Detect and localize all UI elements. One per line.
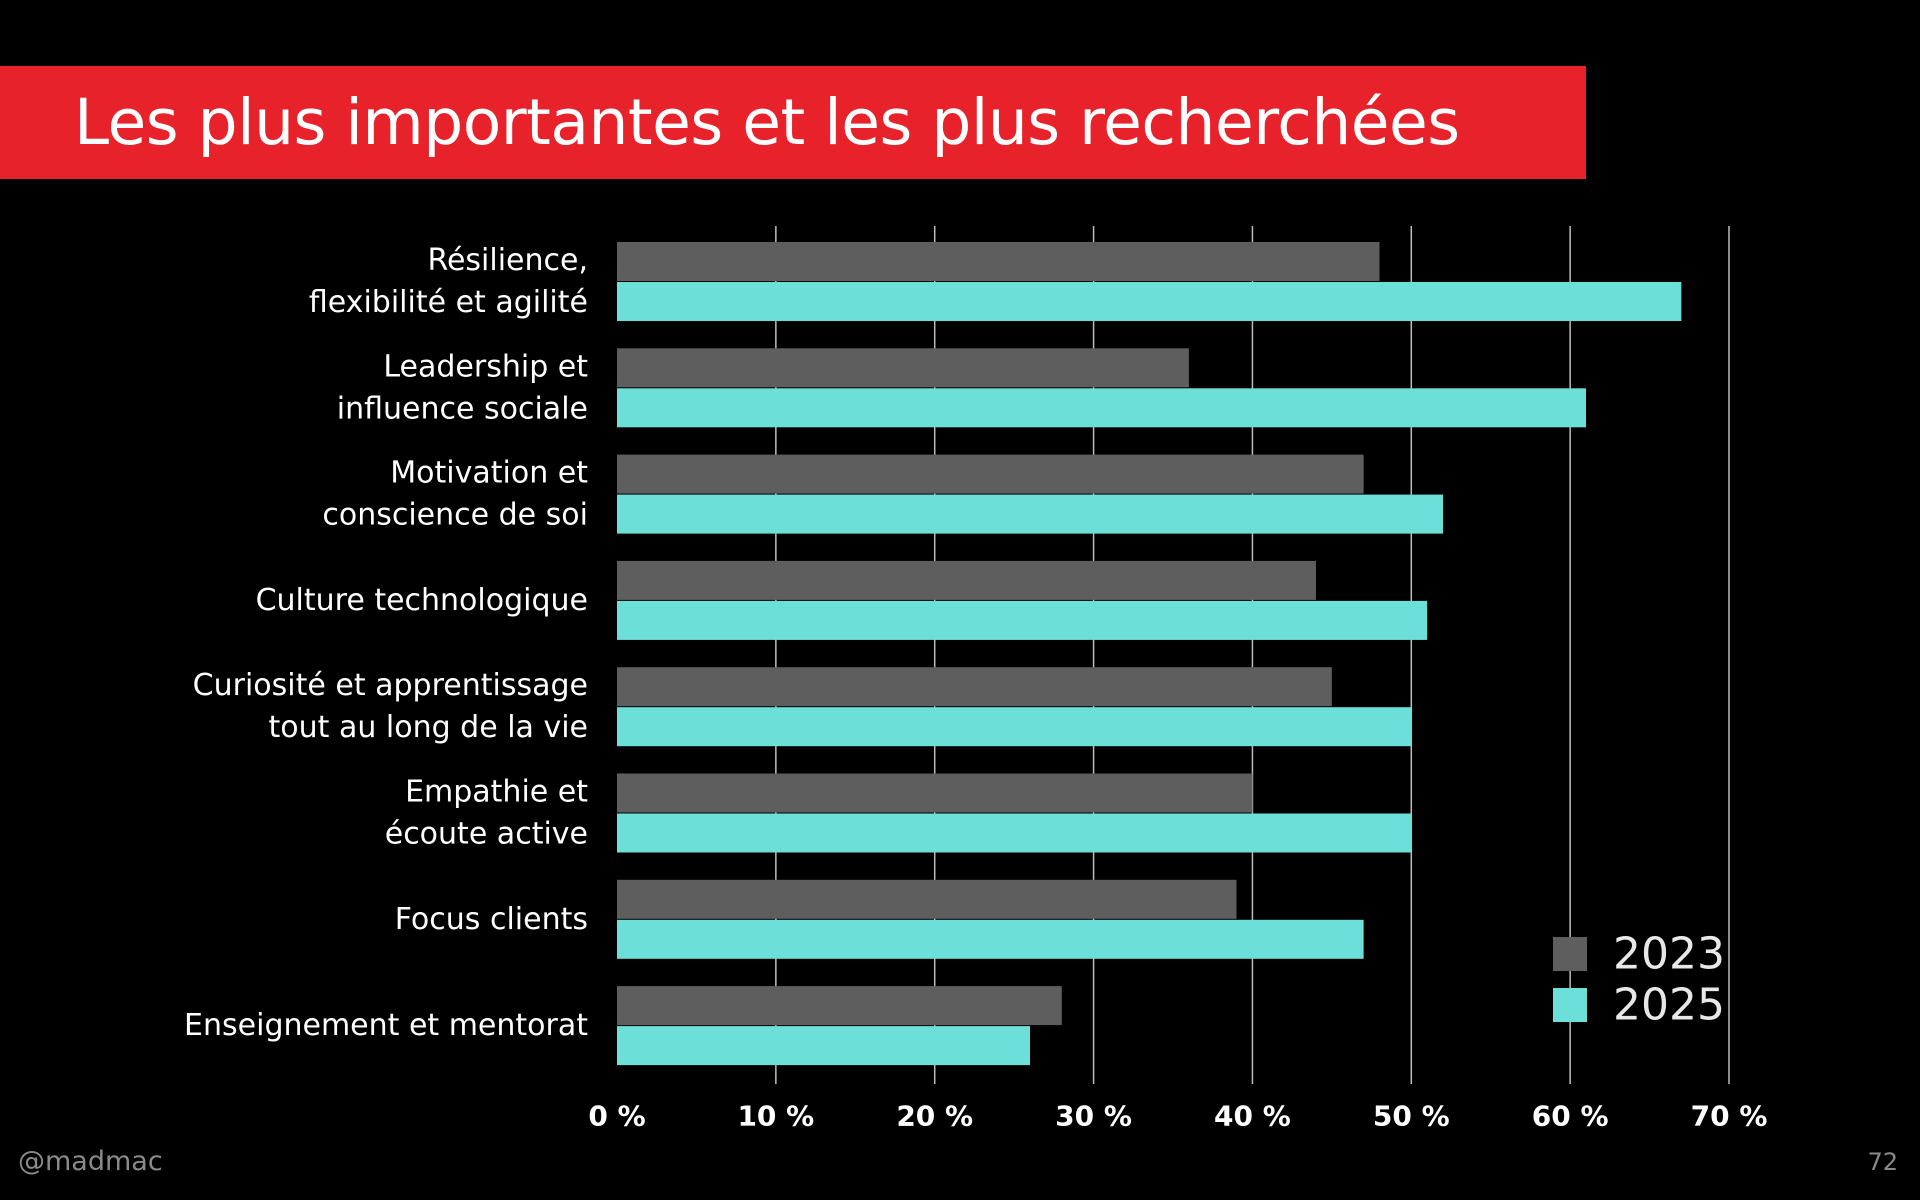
category-label-5-line-1: écoute active xyxy=(385,817,588,852)
bar-2023-2 xyxy=(617,454,1364,494)
bar-2023-4 xyxy=(617,667,1332,707)
legend-label-2023: 2023 xyxy=(1613,929,1725,980)
category-label-5-line-0: Empathie et xyxy=(405,775,588,810)
category-label-1-line-1: influence sociale xyxy=(337,391,588,426)
slide-title: Les plus importantes et les plus recherc… xyxy=(74,86,1460,159)
legend-swatch-2025 xyxy=(1553,988,1587,1022)
category-label-1-line-0: Leadership et xyxy=(383,349,588,384)
bar-2023-0 xyxy=(617,242,1380,281)
bar-2025-3 xyxy=(617,600,1428,640)
bar-2025-0 xyxy=(617,282,1682,321)
x-tick-label-40: 40 % xyxy=(1214,1100,1291,1133)
x-tick-label-0: 0 % xyxy=(588,1100,645,1133)
x-tick-label-60: 60 % xyxy=(1532,1100,1609,1133)
category-label-2-line-1: conscience de soi xyxy=(322,498,588,533)
category-label-0-line-0: Résilience, xyxy=(427,243,588,278)
category-label-6-line-0: Focus clients xyxy=(395,902,588,937)
category-label-3-line-0: Culture technologique xyxy=(256,583,588,618)
title-bar: Les plus importantes et les plus recherc… xyxy=(0,66,1586,179)
x-tick-label-20: 20 % xyxy=(896,1100,973,1133)
x-tick-label-30: 30 % xyxy=(1055,1100,1132,1133)
bar-2025-1 xyxy=(617,388,1587,428)
category-label-7-line-0: Enseignement et mentorat xyxy=(184,1008,588,1043)
legend-label-2025: 2025 xyxy=(1613,980,1725,1031)
category-label-4-line-1: tout au long de la vie xyxy=(269,710,588,745)
category-label-0-line-1: flexibilité et agilité xyxy=(309,285,588,320)
x-tick-label-50: 50 % xyxy=(1373,1100,1450,1133)
x-tick-label-10: 10 % xyxy=(737,1100,814,1133)
legend-swatch-2023 xyxy=(1553,937,1587,971)
bar-2025-2 xyxy=(617,494,1444,534)
author-handle: @madmac xyxy=(18,1146,163,1177)
bar-2025-6 xyxy=(617,919,1364,959)
bar-2023-3 xyxy=(617,560,1316,600)
page-number: 72 xyxy=(1867,1148,1898,1176)
bar-2023-1 xyxy=(617,348,1189,388)
bar-2023-7 xyxy=(617,986,1062,1026)
bar-2025-7 xyxy=(617,1026,1031,1066)
category-label-4-line-0: Curiosité et apprentissage xyxy=(193,668,588,703)
bar-2025-5 xyxy=(617,813,1412,853)
bar-2023-5 xyxy=(617,773,1253,813)
bar-2025-4 xyxy=(617,707,1412,747)
x-tick-label-70: 70 % xyxy=(1691,1100,1768,1133)
category-label-2-line-0: Motivation et xyxy=(390,456,588,491)
bar-2023-6 xyxy=(617,879,1237,919)
